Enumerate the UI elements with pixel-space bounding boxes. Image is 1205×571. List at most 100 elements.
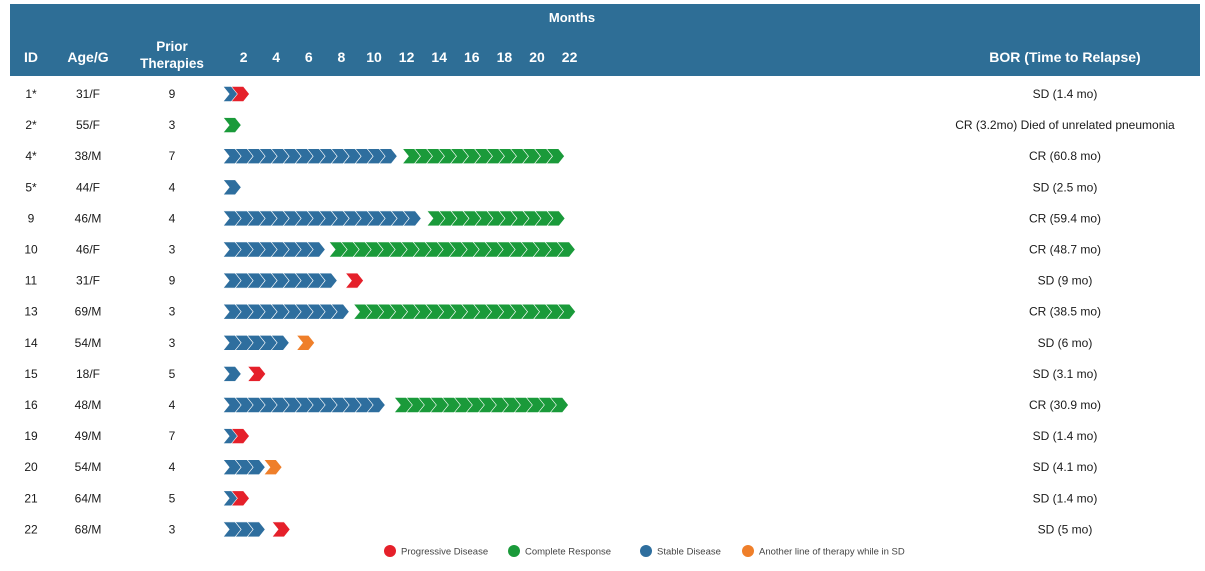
bar-segment-other	[263, 459, 283, 476]
month-tick-label: 22	[562, 49, 578, 65]
patient-row: 20 54/M 4 SD (4.1 mo)	[24, 459, 1097, 476]
chevron-stable	[222, 366, 242, 382]
header-months-label: Months	[549, 10, 595, 25]
legend-item-progressive: Progressive Disease	[384, 545, 488, 558]
patient-row: 11 31/F 9 SD (9 mo)	[25, 272, 1092, 289]
patient-id: 15	[24, 367, 38, 381]
bar-segment-stable	[222, 241, 326, 258]
patient-prior-therapies: 4	[169, 460, 176, 474]
patient-row: 5* 44/F 4 SD (2.5 mo)	[25, 179, 1098, 196]
chevron-complete	[222, 117, 242, 133]
patient-id: 4*	[25, 149, 37, 163]
patient-id: 5*	[25, 180, 37, 194]
chevron-progressive	[271, 521, 291, 538]
patient-age-gender: 44/F	[76, 180, 100, 194]
patient-age-gender: 49/M	[75, 429, 102, 443]
chevron-stable	[270, 334, 290, 351]
bar-segment-stable	[222, 148, 398, 164]
legend-item-complete: Complete Response	[508, 545, 611, 558]
patient-age-gender: 31/F	[76, 274, 100, 288]
patient-bor: SD (1.4 mo)	[1033, 87, 1098, 101]
chevron-complete	[549, 397, 569, 413]
month-tick-label: 6	[305, 49, 313, 65]
patient-prior-therapies: 4	[169, 180, 176, 194]
month-tick-label: 10	[366, 49, 382, 65]
legend-marker-complete	[508, 545, 520, 557]
treatment-bar	[222, 366, 267, 382]
bar-segment-other	[295, 334, 315, 351]
month-tick-label: 16	[464, 49, 480, 65]
patient-bor: CR (48.7 mo)	[1029, 243, 1101, 257]
patient-id: 10	[24, 243, 38, 257]
patient-bor: SD (1.4 mo)	[1033, 491, 1098, 505]
chevron-progressive	[247, 366, 267, 382]
month-tick-label: 12	[399, 49, 415, 65]
chevron-complete	[556, 303, 576, 320]
treatment-bar	[222, 179, 242, 196]
patient-age-gender: 18/F	[76, 367, 100, 381]
chevron-stable	[222, 179, 242, 196]
treatment-bar	[222, 241, 576, 258]
patient-bor: SD (5 mo)	[1038, 522, 1093, 536]
legend-marker-other	[742, 545, 754, 557]
patient-id: 21	[24, 491, 38, 505]
chevron-complete	[556, 241, 576, 258]
bar-segment-complete	[222, 117, 242, 133]
patient-row: 14 54/M 3 SD (6 mo)	[24, 334, 1092, 351]
header-id: ID	[24, 49, 38, 65]
bar-segment-progressive	[230, 428, 250, 444]
patient-prior-therapies: 4	[169, 398, 176, 412]
header-age-gender: Age/G	[67, 49, 108, 65]
bar-segment-stable	[222, 521, 266, 538]
patient-bor: SD (3.1 mo)	[1033, 367, 1098, 381]
patient-id: 19	[24, 429, 38, 443]
treatment-bar	[222, 117, 242, 133]
treatment-bar	[222, 490, 250, 507]
patient-bor: CR (3.2mo) Died of unrelated pneumonia	[955, 118, 1175, 132]
bar-segment-progressive	[247, 366, 267, 382]
legend: Progressive Disease Complete Response Stab…	[384, 545, 905, 558]
patient-id: 9	[28, 211, 35, 225]
month-tick-labels: 2 4 6 8 10 12 14 16 18 20 22	[240, 49, 578, 65]
patient-prior-therapies: 4	[169, 211, 176, 225]
patient-bor: SD (2.5 mo)	[1033, 180, 1098, 194]
patient-row: 21 64/M 5 SD (1.4 mo)	[24, 490, 1098, 507]
patient-id: 14	[24, 336, 38, 350]
patient-prior-therapies: 5	[169, 367, 176, 381]
patient-row: 2* 55/F 3 CR (3.2mo) Died of unrelated pneu…	[25, 117, 1175, 133]
bar-segment-stable	[222, 303, 350, 320]
patient-row: 19 49/M 7 SD (1.4 mo)	[24, 428, 1097, 444]
bar-segment-stable	[222, 210, 422, 227]
treatment-bar	[222, 86, 250, 102]
patient-id: 13	[24, 305, 38, 319]
month-tick-label: 20	[529, 49, 545, 65]
patient-id: 2*	[25, 118, 37, 132]
month-tick-label: 18	[497, 49, 513, 65]
chevron-stable	[306, 241, 326, 258]
patient-prior-therapies: 3	[169, 305, 176, 319]
patient-bor: CR (38.5 mo)	[1029, 305, 1101, 319]
patient-prior-therapies: 7	[169, 429, 176, 443]
patient-prior-therapies: 5	[169, 491, 176, 505]
patient-prior-therapies: 3	[169, 118, 176, 132]
chevron-complete	[545, 148, 565, 164]
bar-segment-complete	[393, 397, 569, 413]
patient-row: 15 18/F 5 SD (3.1 mo)	[24, 366, 1098, 382]
patient-age-gender: 55/F	[76, 118, 100, 132]
bar-segment-stable	[222, 334, 290, 351]
chevron-progressive	[230, 428, 250, 444]
patient-row: 10 46/F 3 CR (48.7 mo)	[24, 241, 1101, 258]
patient-row: 13 69/M 3 CR (38.5 mo)	[24, 303, 1101, 320]
chevron-stable	[318, 272, 338, 289]
patient-age-gender: 69/M	[75, 305, 102, 319]
month-tick-label: 14	[431, 49, 447, 65]
patient-age-gender: 48/M	[75, 398, 102, 412]
patient-age-gender: 38/M	[75, 149, 102, 163]
header-band	[10, 4, 1200, 76]
treatment-bar	[222, 428, 250, 444]
bar-segment-complete	[328, 241, 576, 258]
chevron-other	[263, 459, 283, 476]
patient-id: 11	[25, 274, 38, 288]
